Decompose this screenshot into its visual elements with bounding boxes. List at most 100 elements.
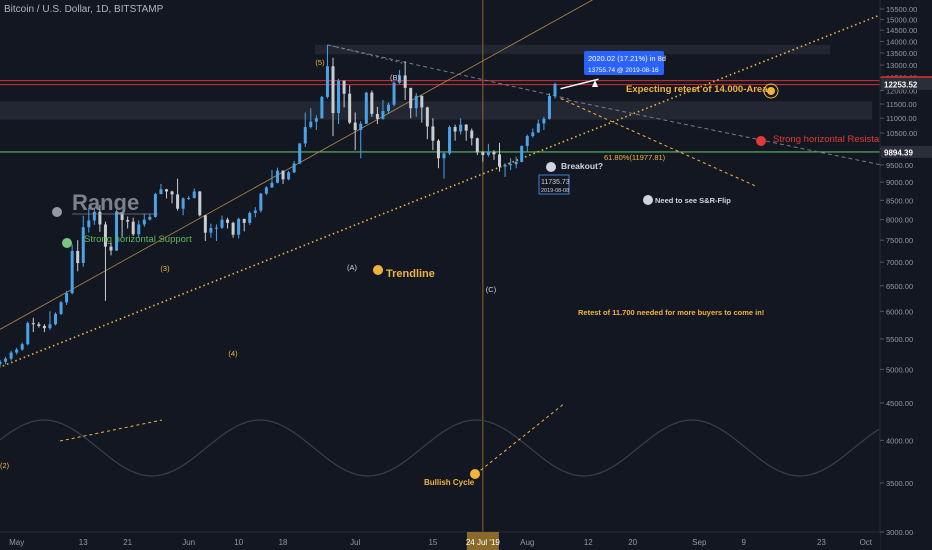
candle-body — [370, 92, 374, 114]
time-tick-label: Jun — [182, 538, 195, 547]
candle-body — [115, 212, 119, 251]
crosshair-date-box — [466, 532, 499, 550]
wave-label: (B) — [390, 73, 401, 82]
price-tick-label: 15000.00 — [886, 15, 917, 24]
candle-body — [26, 323, 30, 345]
candle-body — [509, 164, 513, 166]
price-tick-label: 9000.00 — [886, 178, 913, 187]
price-axis-background — [880, 0, 932, 550]
price-label: 9894.39 — [884, 148, 913, 157]
candle-body — [237, 218, 241, 235]
descending-resistance-line — [327, 44, 569, 100]
candle-body — [342, 80, 346, 94]
price-tick-label: 13000.00 — [886, 61, 917, 70]
price-label-box — [881, 77, 932, 90]
candle-body — [81, 227, 85, 264]
range-marker — [52, 207, 62, 217]
wave-label: (3) — [160, 264, 170, 273]
price-tick-label: 9500.00 — [886, 161, 913, 170]
candle-body — [514, 161, 518, 165]
candle-body — [325, 66, 329, 97]
candle-body — [248, 212, 252, 223]
candle-body — [381, 111, 385, 119]
target-area-box — [315, 44, 830, 55]
candle-body — [120, 212, 124, 221]
candle-body — [59, 302, 63, 314]
candle-body — [187, 198, 191, 200]
candle-body — [54, 313, 57, 325]
time-tick-label: Jul — [350, 538, 360, 547]
wave-label: (5) — [315, 58, 325, 67]
candle-body — [503, 164, 507, 167]
target-marker — [763, 83, 779, 99]
candle-body — [214, 227, 218, 229]
candle-body — [542, 118, 546, 124]
candle-body — [131, 221, 135, 235]
candle-body — [192, 191, 196, 199]
measure-box — [584, 51, 664, 75]
wave-label: (C) — [486, 285, 497, 294]
annotation-layer: Range Strong horizontal Support Strong hor… — [0, 51, 894, 487]
channel-line — [0, 0, 594, 330]
candle-body — [320, 96, 324, 119]
candle-body — [42, 325, 46, 329]
wave-label: (2) — [0, 461, 10, 470]
candles-layer — [0, 44, 557, 368]
time-tick-label: 18 — [279, 538, 288, 547]
candle-body — [98, 211, 102, 225]
breakout-marker — [546, 162, 556, 172]
price-tick-label: 14500.00 — [886, 26, 917, 35]
candle-body — [87, 220, 91, 228]
candle-body — [359, 123, 363, 131]
candle-body — [525, 136, 529, 147]
candle-body — [448, 127, 452, 154]
candle-body — [531, 132, 535, 137]
candle-body — [492, 151, 496, 155]
price-box — [538, 174, 570, 195]
measure-sublabel: 13755.74 @ 2019-08-16 — [588, 67, 659, 74]
price-tick-label: 12000.00 — [886, 87, 917, 96]
candle-body — [414, 95, 418, 109]
candle-body — [547, 95, 551, 119]
price-tick-label: 3000.00 — [886, 528, 913, 537]
candle-body — [65, 293, 69, 303]
price-tick-label: 6000.00 — [886, 307, 913, 316]
measure-label: 2020.02 (17.21%) in 8d — [588, 54, 666, 63]
candle-body — [348, 93, 352, 123]
price-tick-label: 8500.00 — [886, 196, 913, 205]
time-tick-label: 13 — [79, 538, 88, 547]
price-box-date: 2019-08-08 — [541, 188, 569, 194]
resistance-marker — [756, 136, 766, 146]
candle-body — [425, 107, 429, 127]
candle-body — [536, 123, 540, 133]
candle-body — [20, 344, 24, 350]
candle-body — [475, 138, 479, 153]
candle-body — [486, 151, 490, 156]
price-tick-label: 4000.00 — [886, 436, 913, 445]
time-tick-label: 15 — [428, 538, 437, 547]
price-tick-label: 8000.00 — [886, 216, 913, 225]
time-tick-label: May — [9, 538, 24, 547]
candle-body — [337, 80, 341, 114]
price-tick-label: 5500.00 — [886, 335, 913, 344]
cycle-marker — [470, 469, 480, 479]
candle-body — [498, 154, 501, 167]
retest-label: Retest of 11.700 needed for more buyers … — [578, 308, 764, 317]
background-layer — [0, 0, 880, 550]
candle-body — [453, 127, 457, 132]
candle-body — [0, 361, 2, 365]
candle-body — [242, 218, 246, 223]
candle-body — [159, 189, 163, 195]
candle-body — [76, 250, 80, 264]
candle-body — [431, 126, 435, 141]
candle-body — [4, 358, 8, 362]
target-label: Expecting retest of 14.000-Area — [626, 84, 768, 95]
resistance-label: Strong horizontal Resistance — [773, 134, 894, 145]
candle-body — [126, 220, 130, 222]
projection-line — [560, 98, 899, 169]
candle-body — [103, 224, 107, 247]
candle-body — [37, 324, 41, 326]
candle-body — [292, 163, 296, 173]
